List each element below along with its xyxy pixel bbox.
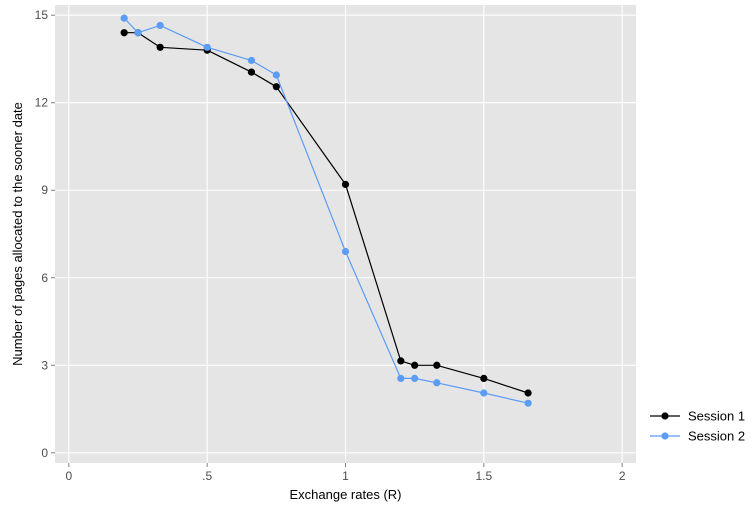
data-point	[397, 357, 405, 365]
data-point	[524, 389, 532, 397]
y-tick-label: 0	[41, 446, 48, 460]
data-point	[247, 68, 256, 76]
axes: 0 3 6 9 12 15 0 .5 1 1.5 2	[35, 8, 626, 483]
data-point	[247, 56, 256, 65]
data-point	[203, 43, 211, 51]
data-point	[156, 21, 164, 30]
legend-label: Session 2	[688, 429, 745, 444]
data-point	[120, 14, 128, 22]
data-point	[480, 389, 488, 397]
x-tick-label: .5	[202, 469, 212, 483]
data-point	[524, 399, 532, 407]
data-point	[411, 374, 419, 383]
series-line	[124, 32, 529, 394]
y-axis-title: Number of pages allocated to the sooner …	[10, 102, 25, 366]
x-tick-label: 2	[619, 469, 626, 483]
data-point	[433, 379, 441, 387]
legend-marker	[661, 432, 669, 440]
x-tick-label: 1	[342, 469, 349, 483]
data-point	[411, 361, 419, 369]
series-2	[120, 14, 532, 407]
y-tick-label: 9	[41, 183, 48, 197]
data-point	[272, 83, 280, 91]
data-point	[341, 247, 350, 256]
data-point	[134, 29, 142, 37]
data-point	[272, 71, 280, 79]
y-tick-label: 15	[35, 8, 49, 22]
x-axis-title: Exchange rates (R)	[290, 487, 402, 502]
data-point	[433, 361, 441, 369]
series-layer	[120, 14, 532, 407]
data-point	[480, 374, 488, 383]
legend-item: Session 2	[650, 429, 745, 444]
y-tick-label: 6	[41, 271, 48, 285]
legend: Session 1 Session 2	[650, 409, 745, 444]
data-point	[341, 180, 350, 189]
legend-item: Session 1	[650, 409, 745, 424]
data-point	[120, 29, 128, 37]
series-line	[123, 17, 529, 404]
data-point	[397, 374, 405, 383]
legend-label: Session 1	[688, 409, 745, 424]
y-tick-label: 12	[35, 96, 49, 110]
x-tick-label: 1.5	[475, 469, 492, 483]
gridlines	[55, 5, 636, 463]
y-tick-label: 3	[41, 358, 48, 372]
data-point	[156, 43, 164, 51]
x-tick-label: 0	[65, 469, 72, 483]
legend-marker	[661, 412, 669, 420]
